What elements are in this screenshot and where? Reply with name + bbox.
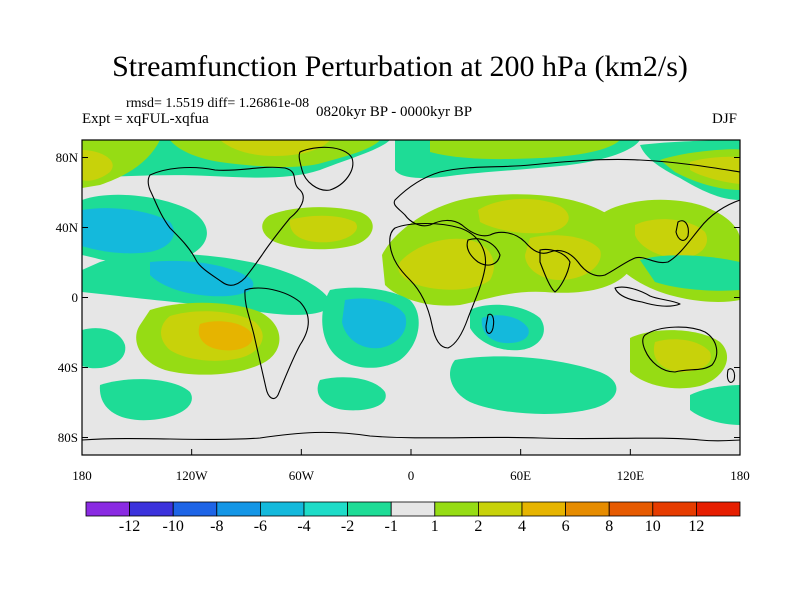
- colorbar-label: 10: [644, 518, 661, 535]
- axis-ticks: [81, 157, 741, 455]
- coast-se-asia: [614, 286, 681, 307]
- coast-arabia: [466, 238, 501, 266]
- contour-so-neg2: [99, 379, 192, 421]
- colorbar-swatch: [347, 501, 392, 517]
- contour-band-arctic-pos2: [220, 140, 330, 156]
- colorbar-label: 1: [430, 518, 439, 535]
- coastlines: [82, 146, 740, 442]
- contour-so-neg5: [690, 385, 740, 425]
- colorbar-label: 12: [688, 518, 705, 535]
- lon-label: 60E: [510, 468, 532, 483]
- colorbar-swatch: [565, 501, 610, 517]
- lon-label: 180: [730, 468, 750, 483]
- contour-w-pacific-pos2: [635, 219, 708, 258]
- lon-label: 120E: [616, 468, 645, 483]
- contour-africa-pos2: [398, 238, 494, 290]
- contour-mideast-pos: [478, 198, 569, 234]
- contour-ne-pacific-neg2: [82, 208, 174, 254]
- coast-australia: [642, 326, 718, 373]
- period-text: 0820kyr BP - 0000kyr BP: [316, 104, 473, 120]
- lat-label: 80S: [57, 429, 78, 445]
- contour-band-siberia3: [690, 156, 740, 184]
- colorbar-swatch: [85, 501, 130, 517]
- colorbar-label: -10: [162, 518, 184, 535]
- colorbar-swatch: [259, 501, 305, 517]
- colorbar-swatch: [652, 501, 697, 517]
- coast-south-america: [244, 287, 309, 400]
- contour-n-atlantic-pos2: [289, 215, 358, 243]
- lon-label: 60W: [288, 468, 314, 483]
- coast-madagascar: [485, 313, 495, 334]
- colorbar-label: 8: [605, 518, 614, 535]
- lon-label: 0: [407, 468, 415, 483]
- colorbar-label: 4: [518, 518, 526, 535]
- colorbar-swatch: [303, 501, 348, 517]
- colorbar-swatch: [521, 501, 566, 517]
- lat-label: 80N: [55, 149, 78, 165]
- colorbar-swatch: [696, 501, 741, 517]
- contour-so-neg1: [82, 328, 126, 369]
- coast-antarctica: [82, 431, 740, 442]
- colorbar-label: -1: [384, 518, 398, 535]
- contour-india-pos: [525, 235, 601, 280]
- colorbar-label: 6: [561, 518, 570, 535]
- contour-w-pacific-neg: [640, 255, 740, 291]
- contour-so-neg4: [450, 356, 617, 414]
- lat-label: 40S: [57, 359, 78, 375]
- contour-so-neg3: [317, 377, 386, 411]
- contour-se-pacific-pos3: [198, 321, 253, 351]
- contour-s-atlantic-neg2: [342, 298, 407, 349]
- contour-band-alaska2: [82, 150, 113, 181]
- lon-label: 180: [72, 468, 92, 483]
- contour-tropical-pac-neg2: [150, 260, 254, 297]
- colorbar-swatch: [216, 501, 261, 517]
- lon-label: 120W: [175, 468, 208, 483]
- colorbar-label: -2: [340, 518, 355, 535]
- colorbar-swatch: [608, 501, 654, 517]
- colorbar-swatch: [129, 501, 174, 517]
- lat-label: 0: [71, 289, 79, 305]
- stats-text: rmsd= 1.5519 diff= 1.26861e-08: [126, 96, 310, 111]
- season-text: DJF: [712, 111, 738, 127]
- page-title: Streamfunction Perturbation at 200 hPa (…: [112, 50, 688, 83]
- coast-india: [539, 248, 571, 293]
- colorbar-swatch: [477, 501, 523, 517]
- coast-new-zealand: [726, 368, 736, 383]
- colorbar-swatch: [172, 501, 218, 517]
- lat-label: 40N: [55, 219, 78, 235]
- coast-japan: [675, 220, 689, 241]
- colorbar-label: -6: [253, 518, 268, 535]
- colorbar-label: -4: [297, 518, 311, 535]
- contour-fills: [82, 140, 740, 425]
- contour-band-eurasia-pos: [430, 140, 620, 160]
- colorbar-label: -12: [118, 518, 141, 535]
- colorbar-label: -8: [210, 518, 224, 535]
- colorbar: [85, 501, 741, 517]
- coast-north-america: [147, 166, 304, 286]
- coast-eurasia: [393, 158, 740, 277]
- colorbar-swatch: [434, 501, 479, 517]
- contour-australia-pos2: [653, 339, 711, 372]
- coast-africa: [389, 223, 487, 349]
- colorbar-label: 2: [474, 518, 483, 535]
- colorbar-swatch: [390, 501, 436, 517]
- experiment-text: Expt = xqFUL-xqfua: [82, 111, 209, 127]
- coast-greenland: [298, 146, 354, 191]
